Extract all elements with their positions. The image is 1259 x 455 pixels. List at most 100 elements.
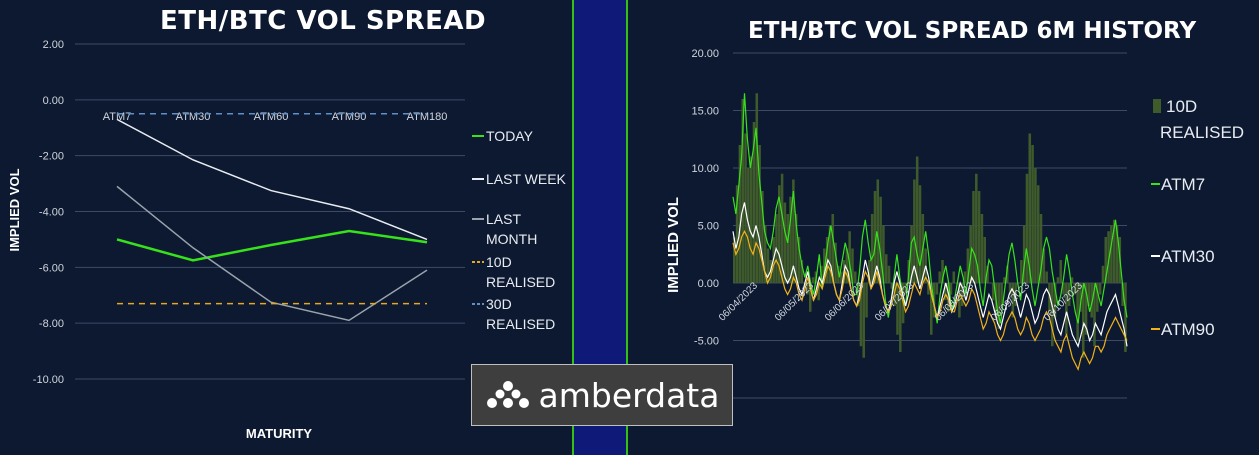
realised-bar [1115, 225, 1119, 283]
realised-bar [1048, 283, 1051, 312]
realised-bar [980, 214, 984, 283]
realised-bar [991, 283, 995, 301]
realised-bar [896, 283, 899, 335]
amberdata-logo: amberdata [471, 364, 733, 426]
realised-bar [839, 271, 843, 283]
y-tick-label: -2.00 [39, 151, 64, 163]
realised-bar [783, 202, 787, 283]
realised-bar [1059, 260, 1062, 283]
realised-bar [879, 196, 882, 283]
realised-bar [825, 237, 829, 283]
realised-bar [955, 283, 958, 284]
realised-bar [763, 225, 767, 283]
y-axis-title: IMPLIED VOL [7, 168, 22, 251]
y-axis-title: IMPLIED VOL [665, 197, 682, 293]
realised-bar [1051, 283, 1054, 347]
legend-label: ATM90 [1161, 320, 1215, 339]
realised-bar [1014, 283, 1017, 306]
realised-bar [817, 283, 820, 301]
realised-bar [1017, 283, 1020, 284]
realised-bar [794, 214, 798, 283]
realised-bar [1090, 283, 1093, 318]
realised-bar [808, 283, 812, 312]
series-line-today [116, 229, 428, 262]
realised-bar [1076, 283, 1079, 341]
vol-spread-chart: 2.00 0.00 -2.00 -4.00 -6.00 -8.00 -10.00 ATM7 AT… [7, 39, 567, 441]
realised-bar [915, 156, 919, 283]
realised-bar [733, 237, 736, 283]
realised-bar [1003, 277, 1006, 283]
amberdata-cluster-icon [486, 381, 529, 408]
realised-bar [946, 283, 950, 312]
realised-bar [960, 283, 964, 306]
realised-bar [735, 185, 739, 283]
y-tick-label: 10.00 [691, 163, 719, 175]
realised-bar [854, 271, 857, 283]
y-tick-label: 15.00 [691, 106, 719, 118]
realised-bar [831, 214, 835, 283]
amberdata-wordmark: amberdata [538, 375, 720, 415]
realised-bar [899, 283, 902, 352]
realised-bar [1042, 248, 1046, 283]
legend-swatch [1153, 99, 1161, 113]
realised-bar [845, 248, 849, 283]
realised-bar [938, 271, 941, 283]
realised-bar [758, 145, 761, 283]
x-tick-label: ATM7 [103, 111, 132, 123]
realised-bar [930, 283, 933, 335]
realised-bar [977, 191, 981, 283]
realised-bar [862, 283, 865, 358]
realised-bar [870, 214, 874, 283]
realised-bar [949, 283, 953, 295]
y-tick-label: 5.00 [698, 221, 719, 233]
realised-bar [1053, 283, 1057, 318]
realised-bar [1008, 283, 1012, 295]
realised-bar [868, 260, 871, 283]
x-tick-label: ATM90 [332, 111, 367, 123]
series-line-atm90 [732, 229, 1128, 372]
realised-bar [1084, 283, 1088, 335]
realised-bar [1087, 283, 1091, 306]
y-tick-label: -10.00 [33, 374, 64, 386]
realised-bar [851, 248, 854, 283]
x-tick-label: ATM180 [407, 111, 448, 123]
realised-bar [1101, 265, 1105, 283]
realised-bar [975, 173, 978, 283]
realised-bar [1045, 271, 1048, 283]
realised-bar [1110, 225, 1113, 283]
realised-bar [1070, 277, 1074, 283]
realised-bar [834, 242, 837, 283]
realised-bar [1036, 185, 1040, 283]
legend-label: LAST MONTH [486, 211, 537, 247]
realised-bar [966, 248, 970, 283]
y-tick-label: -6.00 [39, 262, 64, 274]
realised-bar [1000, 283, 1003, 306]
vol-spread-history-title: ETH/BTC VOL SPREAD 6M HISTORY [748, 18, 1197, 44]
legend-label: 10D REALISED [486, 254, 555, 290]
legend-label: TODAY [486, 128, 534, 144]
legend-label: ATM7 [1161, 175, 1205, 194]
realised-bar [856, 283, 860, 306]
realised-bar [1011, 283, 1015, 318]
realised-bar [1096, 283, 1099, 312]
realised-bar [873, 191, 877, 283]
realised-bar [786, 214, 790, 283]
realised-bar [1079, 283, 1082, 312]
realised-bar [1073, 283, 1077, 295]
realised-bar [1081, 283, 1085, 358]
x-axis-title: MATURITY [246, 426, 313, 441]
realised-bar [1020, 260, 1023, 283]
realised-bar [800, 260, 804, 283]
realised-bar [972, 191, 975, 283]
y-tick-label: 0.00 [698, 278, 719, 290]
realised-bar [1112, 219, 1116, 283]
realised-bar [913, 179, 916, 283]
realised-bar [865, 283, 868, 318]
realised-bar [890, 283, 894, 289]
series-line-atm30 [732, 202, 1128, 349]
realised-bar [1056, 277, 1060, 283]
realised-bar [952, 271, 956, 283]
realised-bar [1025, 173, 1029, 283]
realised-bar [918, 185, 922, 283]
